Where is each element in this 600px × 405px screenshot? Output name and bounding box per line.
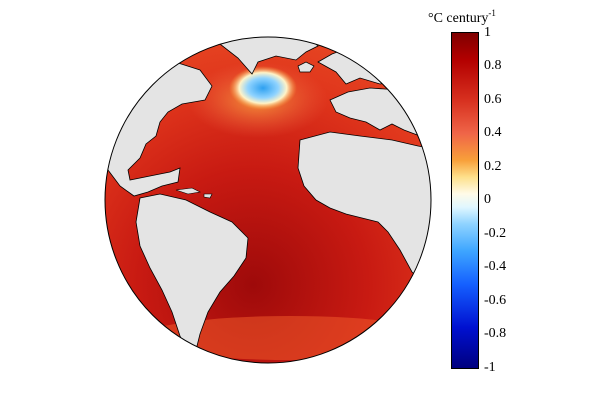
caribbean-islands [175, 187, 213, 199]
colorbar-tick: 0.8 [484, 58, 502, 73]
globe-outline [104, 36, 432, 364]
colorbar-tick: -0.6 [484, 293, 507, 308]
colorbar-tick: -1 [484, 360, 496, 375]
colorbar-tick: 0.2 [484, 159, 502, 174]
colorbar-tick: 0.6 [484, 92, 502, 107]
colorbar-tick: -0.2 [484, 226, 507, 241]
iceland-landmass [297, 61, 315, 73]
colorbar-tick: 1 [484, 25, 491, 40]
colorbar [451, 32, 479, 369]
unit-main-text: °C century [428, 11, 489, 26]
africa-landmass [297, 131, 431, 291]
colorbar-unit-label: °C century-1 [428, 8, 496, 27]
south-america-landmass [135, 193, 249, 353]
colorbar-tick: -0.4 [484, 259, 507, 274]
colorbar-tick: 0.4 [484, 125, 502, 140]
colorbar-tick: -0.8 [484, 326, 507, 341]
unit-exponent-text: -1 [488, 8, 496, 18]
cold-anomaly-spot [229, 66, 297, 110]
colorbar-tick: 0 [484, 192, 491, 207]
